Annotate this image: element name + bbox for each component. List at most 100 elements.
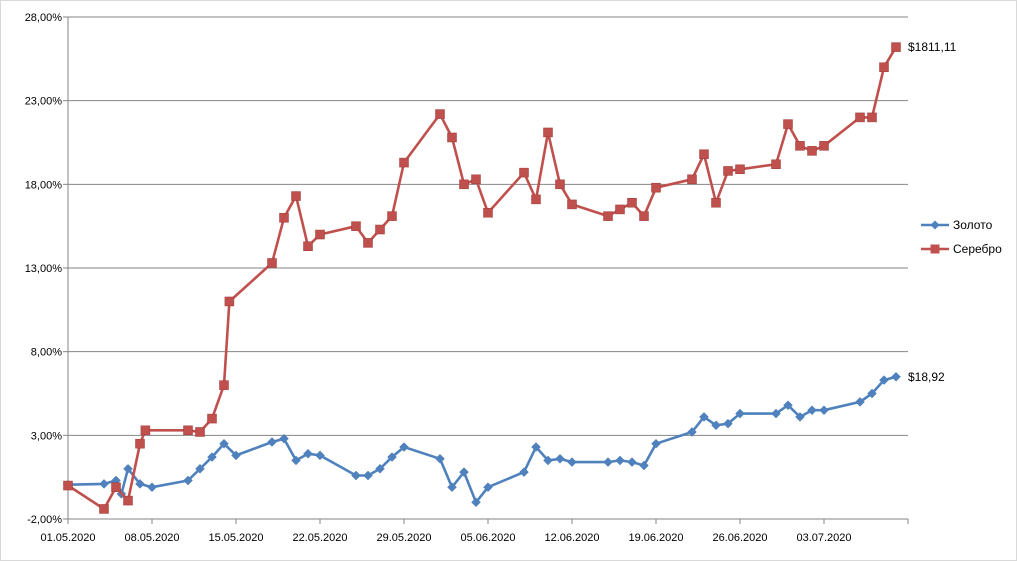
x-axis-tick-label: 08.05.2020 — [124, 532, 179, 544]
gold-data-point — [651, 438, 661, 449]
silver-data-point — [315, 229, 325, 240]
silver-data-point — [795, 141, 805, 151]
silver-data-point — [291, 191, 301, 201]
silver-data-point — [224, 296, 235, 307]
silver-data-point — [567, 199, 577, 210]
gold-data-point — [543, 455, 553, 466]
gold-data-point — [219, 438, 229, 449]
gold-data-point — [735, 408, 745, 419]
silver-data-point — [375, 224, 385, 235]
gold-data-point — [267, 437, 277, 447]
x-axis-tick-label: 15.05.2020 — [208, 532, 263, 544]
silver-data-point — [483, 208, 493, 218]
gold-data-point — [387, 452, 397, 462]
x-axis-tick-label: 12.06.2020 — [544, 532, 599, 544]
gold-data-point — [147, 482, 157, 493]
gold-data-point — [123, 463, 133, 474]
gold-data-point — [555, 453, 565, 464]
silver-data-point — [639, 211, 649, 221]
silver-data-point — [279, 213, 289, 223]
gold-data-point — [195, 463, 205, 474]
gold-data-point — [807, 405, 817, 416]
silver-data-point — [111, 482, 121, 492]
legend-marker-square — [930, 244, 940, 254]
legend-label-silver: Серебро — [953, 242, 1002, 256]
silver-data-point — [543, 127, 553, 138]
x-axis-tick-label: 29.05.2020 — [376, 532, 431, 544]
silver-data-point — [183, 425, 193, 436]
gold-data-point — [375, 463, 385, 474]
y-axis-tick-label: -2,00% — [27, 514, 62, 526]
x-axis-tick-label: 03.07.2020 — [796, 532, 851, 544]
gold-data-point — [303, 448, 313, 459]
y-axis-tick-labels: -2,00% 3,00% 8,00% 13,00% 18,00% 23,00% 28,00% — [25, 12, 63, 526]
x-axis-tick-label: 05.06.2020 — [460, 532, 515, 544]
gridlines — [68, 16, 908, 436]
silver-data-point — [531, 194, 541, 205]
gold-data-point — [435, 453, 445, 464]
gold-data-point — [603, 457, 613, 467]
gold-data-point — [483, 482, 493, 493]
gold-data-point — [639, 460, 649, 471]
silver-data-point — [435, 109, 445, 119]
x-axis-tick-label: 22.05.2020 — [292, 532, 347, 544]
gold-data-point — [891, 371, 901, 382]
silver-data-point — [819, 141, 829, 151]
y-axis-tick-label: 8,00% — [31, 347, 62, 359]
y-axis-tick-label: 3,00% — [31, 430, 62, 442]
gold-data-point — [231, 450, 241, 461]
gold-data-point — [363, 470, 373, 481]
gold-data-point — [471, 497, 481, 508]
silver-data-point — [627, 197, 637, 208]
silver-data-point — [879, 62, 889, 72]
gold-data-point — [867, 388, 877, 399]
silver-data-point — [555, 179, 565, 190]
gold-data-point — [879, 375, 889, 385]
gold-data-point — [183, 475, 193, 486]
y-axis-tick-label: 18,00% — [25, 179, 63, 191]
gold-data-point — [723, 418, 733, 429]
silver-data-point — [140, 425, 151, 436]
gold-data-point — [291, 455, 301, 466]
gold-data-point — [531, 442, 541, 452]
silver-data-point — [303, 241, 313, 251]
legend-label-gold: Золото — [953, 218, 993, 232]
silver-data-point — [735, 164, 745, 175]
silver-data-point — [387, 211, 397, 221]
legend: Золото Серебро — [921, 218, 1002, 256]
silver-data-point — [363, 238, 373, 248]
legend-marker-diamond — [930, 220, 940, 230]
silver-data-point — [207, 413, 217, 424]
series-end-labels: $18,92 $1811,11 — [908, 40, 957, 384]
plot-area-series — [63, 42, 901, 514]
gold-data-point — [795, 412, 805, 422]
gold-data-point — [711, 420, 721, 431]
silver-data-point — [711, 197, 721, 208]
y-axis-tick-label: 23,00% — [25, 96, 63, 108]
silver-data-point — [195, 427, 205, 437]
gold-data-point — [567, 457, 577, 467]
silver-data-point — [459, 179, 469, 190]
gold-data-point — [207, 452, 217, 462]
silver-data-point — [807, 146, 817, 156]
gold-data-point — [615, 455, 625, 466]
silver-data-point — [99, 504, 109, 514]
gold-data-point — [399, 442, 409, 452]
gold-data-point — [819, 405, 829, 416]
gold-data-point — [699, 412, 709, 422]
y-axis-tick-label: 13,00% — [25, 263, 63, 275]
silver-data-point — [63, 480, 73, 491]
gold-data-point — [459, 467, 469, 478]
silver-data-point — [855, 112, 865, 123]
silver-data-point — [603, 211, 613, 221]
silver-data-point — [651, 182, 661, 193]
gold-data-point — [771, 408, 781, 419]
series-gold — [63, 371, 901, 508]
silver-data-point — [519, 167, 529, 178]
gold-data-point — [351, 470, 361, 481]
silver-data-point — [771, 159, 781, 170]
silver-end-label: $1811,11 — [908, 40, 957, 54]
x-axis-tick-label: 26.06.2020 — [712, 532, 767, 544]
silver-data-point — [723, 166, 733, 176]
